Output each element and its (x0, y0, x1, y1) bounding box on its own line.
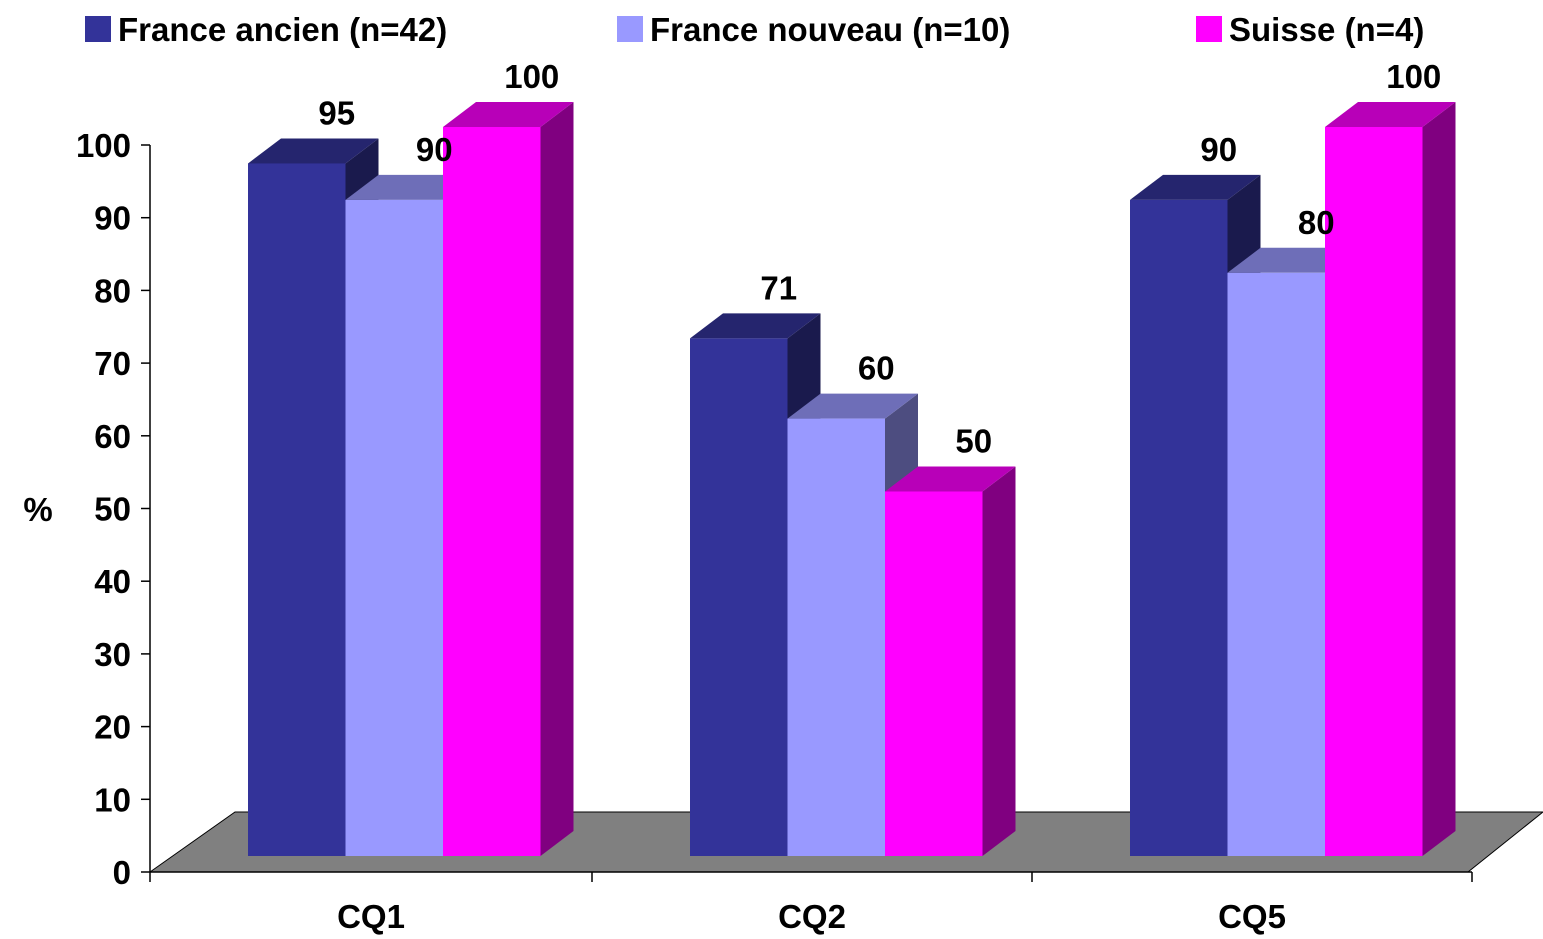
x-tick-label: CQ5 (1218, 898, 1286, 935)
bars-group (248, 102, 1456, 857)
y-tick-label: 50 (94, 491, 131, 528)
bar-top-face (1130, 174, 1261, 200)
bar-front-face (1325, 127, 1423, 856)
y-tick-label: 60 (94, 418, 131, 455)
data-label: 80 (1298, 204, 1335, 241)
data-label: 95 (318, 94, 355, 131)
bar-side-face (540, 102, 574, 856)
data-label: 100 (504, 58, 559, 95)
bar (1325, 102, 1456, 856)
bar-top-face (248, 138, 379, 164)
y-tick-label: 30 (94, 636, 131, 673)
y-tick-label: 70 (94, 345, 131, 382)
x-axis-ticks: CQ1 CQ2 CQ5 (149, 872, 1473, 935)
bar-front-face (1130, 199, 1228, 856)
data-label: 100 (1386, 58, 1441, 95)
data-label: 50 (955, 423, 992, 460)
bar-front-face (443, 127, 541, 856)
data-label: 90 (416, 131, 453, 168)
data-label: 90 (1200, 131, 1237, 168)
chart-legend: France ancien (n=42) France nouveau (n=10… (85, 11, 1424, 48)
bar-front-face (690, 338, 788, 856)
x-tick-label: CQ1 (337, 898, 405, 935)
bar-group-cq5 (1130, 102, 1456, 857)
y-tick-label: 80 (94, 272, 131, 309)
data-labels: 95 90 100 71 60 50 90 80 100 (318, 58, 1441, 460)
bar (443, 102, 574, 856)
legend-swatch (1196, 16, 1222, 42)
bar-side-face (1422, 102, 1456, 856)
legend-label: France nouveau (n=10) (650, 11, 1010, 48)
y-axis-ticks: 0 10 20 30 40 50 60 70 80 90 100 (76, 127, 150, 891)
legend-item: France nouveau (n=10) (617, 11, 1010, 48)
y-axis-label: % (23, 491, 52, 528)
y-tick-label: 10 (94, 781, 131, 818)
y-tick-label: 0 (113, 854, 131, 891)
legend-item: France ancien (n=42) (85, 11, 447, 48)
bar-front-face (345, 199, 443, 856)
legend-label: Suisse (n=4) (1229, 11, 1424, 48)
bar-group-cq1 (248, 102, 574, 856)
bar-front-face (787, 418, 885, 856)
bar-group-cq2 (690, 313, 1016, 856)
x-tick-label: CQ2 (778, 898, 846, 935)
legend-item: Suisse (n=4) (1196, 11, 1424, 48)
bar-front-face (248, 163, 346, 856)
bar-front-face (1227, 272, 1325, 856)
legend-swatch (85, 16, 111, 42)
bar (885, 466, 1016, 856)
legend-swatch (617, 16, 643, 42)
bar-top-face (443, 102, 574, 127)
data-label: 60 (858, 350, 895, 387)
bar-top-face (1325, 102, 1456, 127)
bar-top-face (690, 313, 821, 339)
bar-top-face (885, 466, 1016, 492)
bar-side-face (982, 466, 1016, 856)
legend-label: France ancien (n=42) (118, 11, 447, 48)
y-tick-label: 90 (94, 200, 131, 237)
y-tick-label: 20 (94, 709, 131, 746)
bar-top-face (787, 393, 918, 419)
data-label: 71 (760, 269, 797, 306)
bar-front-face (885, 491, 983, 856)
y-tick-label: 100 (76, 127, 131, 164)
y-tick-label: 40 (94, 563, 131, 600)
